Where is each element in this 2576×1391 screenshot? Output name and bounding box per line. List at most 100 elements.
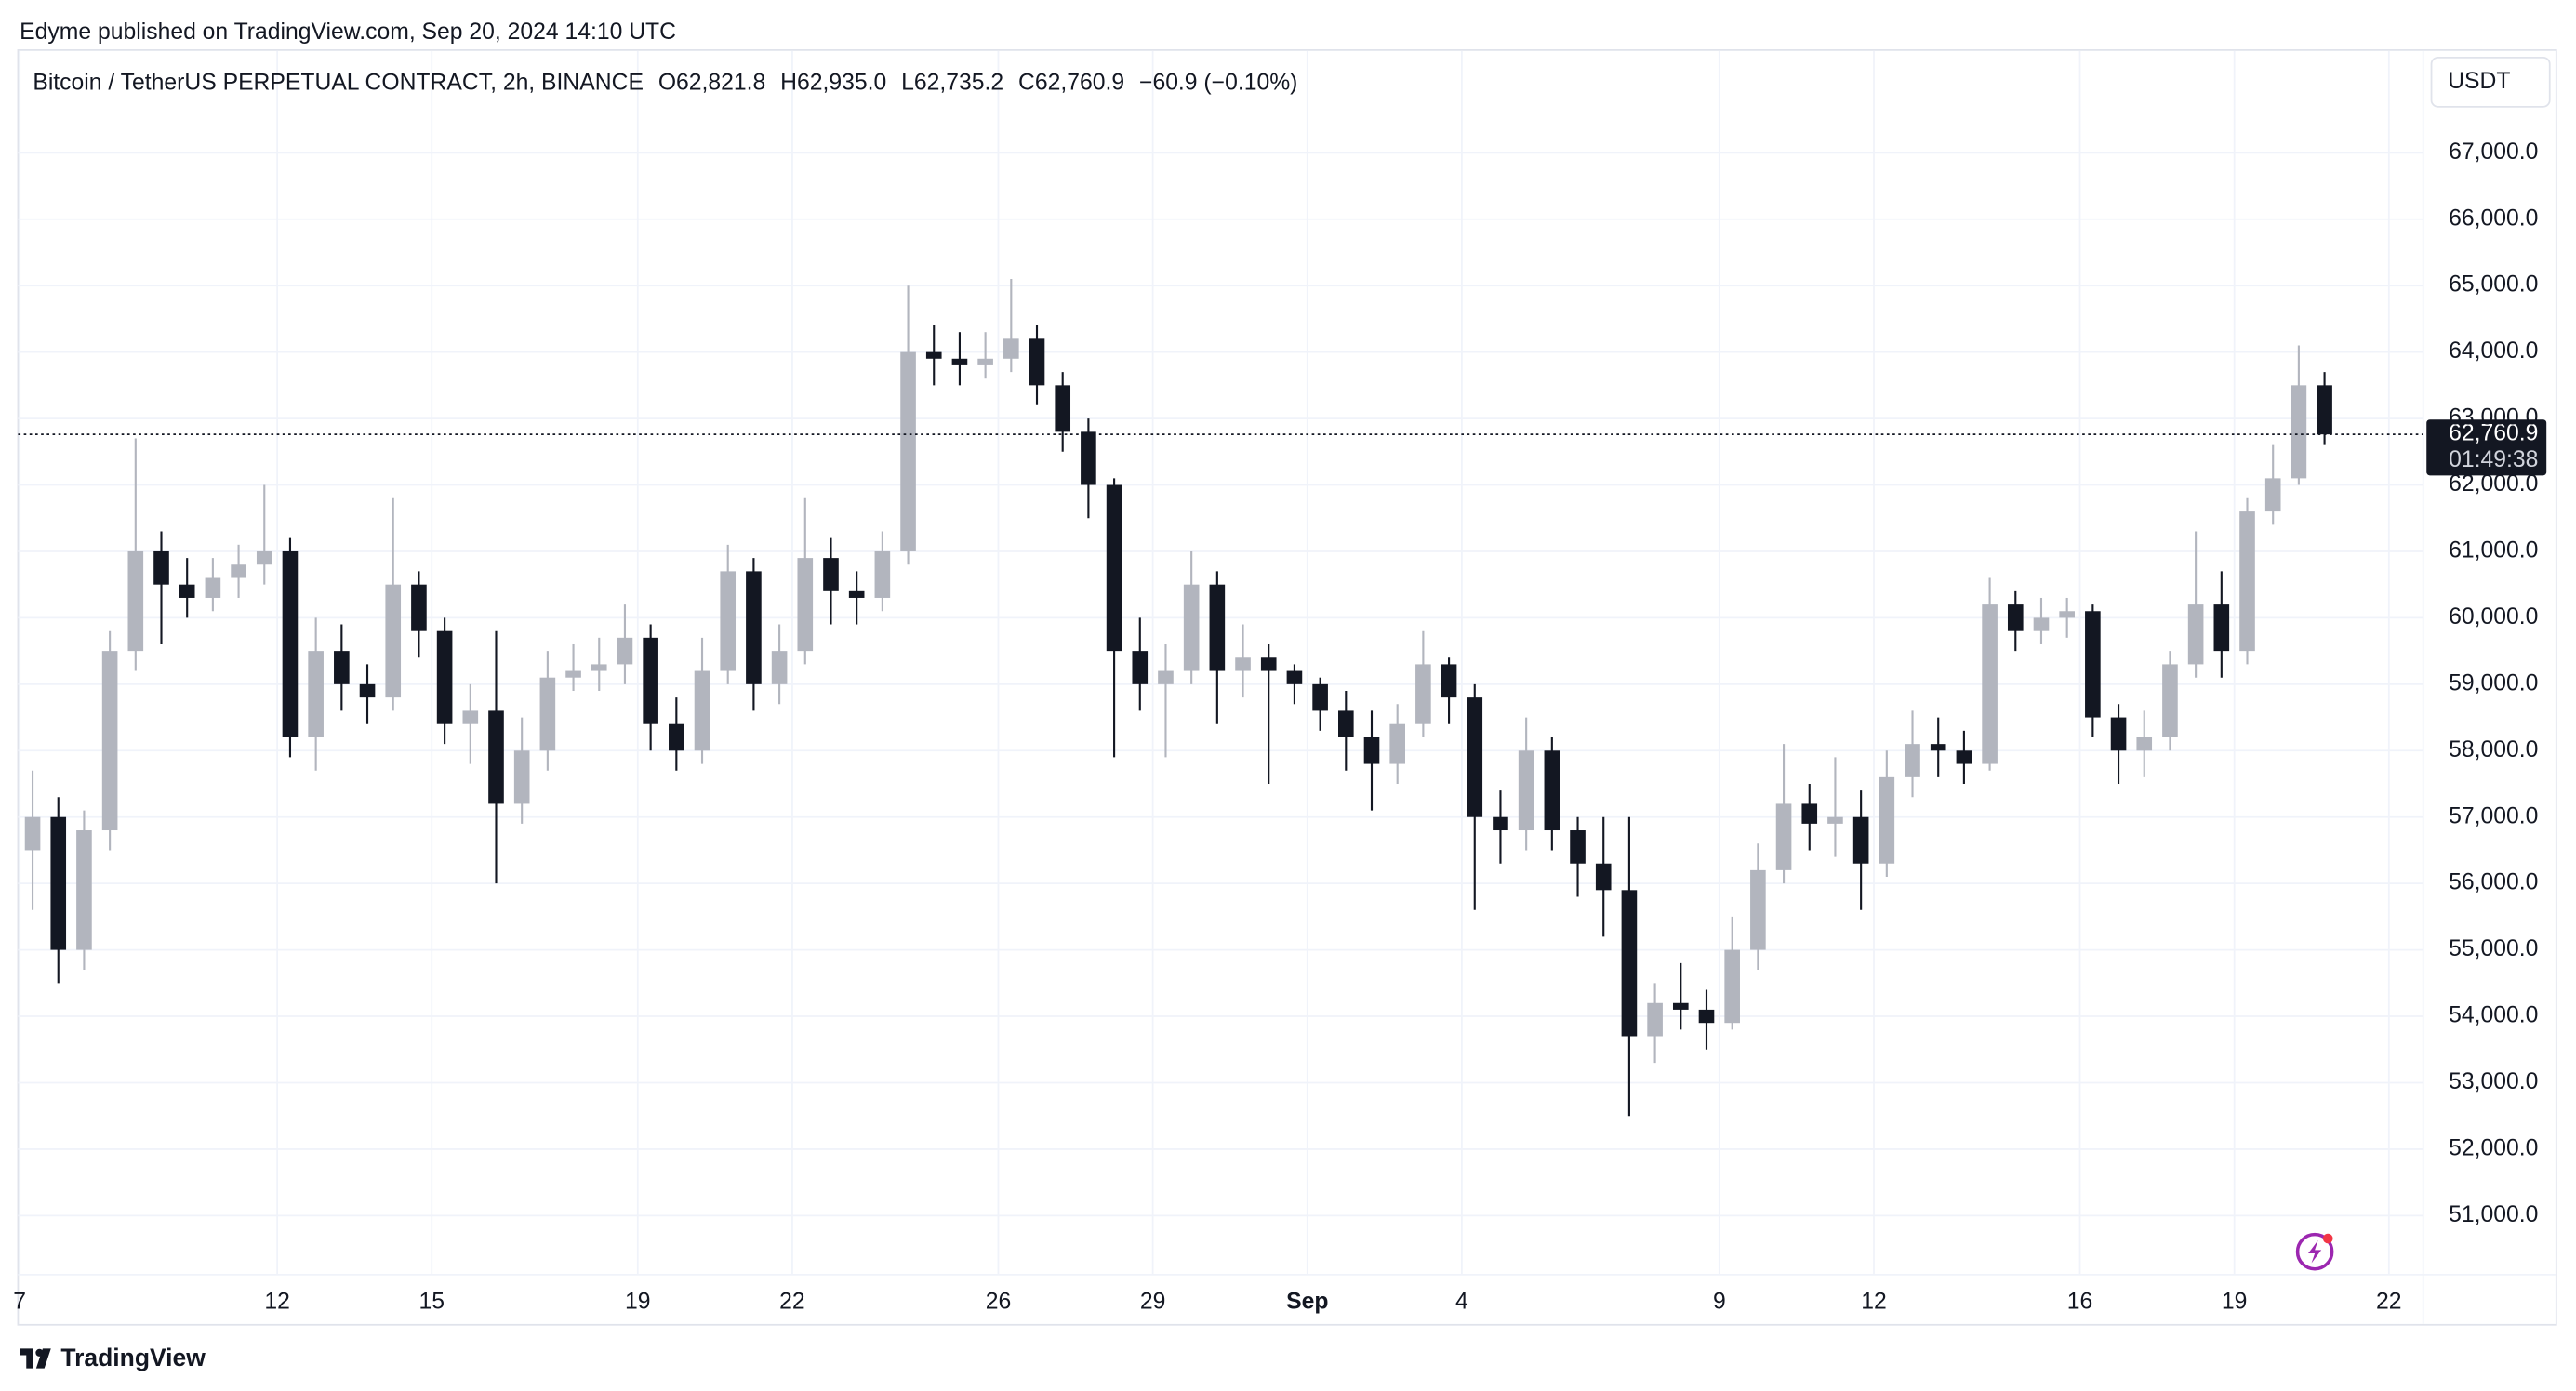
candle-body xyxy=(50,816,67,950)
icon-ring[interactable] xyxy=(2295,1232,2334,1271)
candle-body xyxy=(617,637,633,665)
candle-body xyxy=(308,651,324,737)
candle-body xyxy=(1132,651,1149,684)
candle-body xyxy=(977,358,993,365)
candle-body xyxy=(359,683,376,698)
currency[interactable]: USDT xyxy=(2448,69,2510,94)
candle-body xyxy=(1672,1002,1689,1010)
candle-body xyxy=(900,351,916,551)
candle-body xyxy=(1441,664,1457,698)
candle-body xyxy=(1930,744,1946,751)
candle-body xyxy=(1235,657,1251,671)
candles xyxy=(24,279,2332,1117)
header-ohlc-value: L62,735.2 xyxy=(901,71,1003,96)
y-tick-label: 65,000.0 xyxy=(2449,272,2538,298)
candle-body xyxy=(127,550,144,652)
candle-body xyxy=(2291,385,2307,479)
candle-body xyxy=(153,550,169,585)
y-tick-label: 61,000.0 xyxy=(2449,537,2538,563)
candle-body xyxy=(1827,816,1843,824)
candle-body xyxy=(411,584,427,631)
y-tick-label: 56,000.0 xyxy=(2449,870,2538,895)
candle-body xyxy=(823,558,839,591)
candle-body xyxy=(1055,385,1071,432)
candle-body xyxy=(231,564,246,578)
y-tick-label: 51,000.0 xyxy=(2449,1202,2538,1227)
candle-body xyxy=(1029,338,1045,386)
brand-mark xyxy=(20,1348,51,1369)
candle-body xyxy=(1570,830,1586,864)
y-tick-label: 54,000.0 xyxy=(2449,1003,2538,1028)
candle-body xyxy=(1852,816,1869,864)
candle-body xyxy=(1518,750,1534,831)
chart-frame xyxy=(17,48,2557,1326)
x-tick-label: 7 xyxy=(13,1289,26,1314)
candle-body xyxy=(2110,717,2127,751)
candle-body xyxy=(1544,750,1560,831)
y-tick-label: 64,000.0 xyxy=(2449,338,2538,364)
candle-body xyxy=(694,670,710,751)
y-tick-label: 57,000.0 xyxy=(2449,803,2538,828)
candle-body xyxy=(1286,670,1303,684)
x-tick-label: 15 xyxy=(419,1289,445,1314)
candle-body xyxy=(2213,604,2230,652)
candle-body xyxy=(2264,478,2281,512)
candle-body xyxy=(874,550,891,598)
candle-body xyxy=(720,571,737,671)
candle-body xyxy=(462,710,479,724)
candle-body xyxy=(1003,338,1019,359)
candle-body xyxy=(1905,744,1920,777)
candle-body xyxy=(2239,511,2255,652)
candle-body xyxy=(1363,736,1380,764)
candle-body xyxy=(2007,604,2024,631)
x-tick-label: 22 xyxy=(779,1289,804,1314)
candle-body xyxy=(539,677,556,751)
x-tick-label: Sep xyxy=(1286,1289,1328,1314)
y-tick-label: 66,000.0 xyxy=(2449,205,2538,231)
y-tick-label: 60,000.0 xyxy=(2449,604,2538,629)
candle-body xyxy=(24,816,41,851)
grid xyxy=(18,50,2423,1275)
candle-body xyxy=(101,651,118,831)
candle-body xyxy=(1982,604,1998,764)
overlay: 62,760.901:49:38 xyxy=(18,419,2547,476)
candle-body xyxy=(256,550,272,565)
candle-body xyxy=(2033,617,2050,631)
candle-body xyxy=(591,664,607,671)
candle-body xyxy=(1879,776,1895,864)
candle-body xyxy=(1312,683,1328,711)
y-tick-label: 63,000.0 xyxy=(2449,405,2538,431)
candle-body xyxy=(1415,664,1431,724)
y-tick-label: 52,000.0 xyxy=(2449,1135,2538,1160)
candle-body xyxy=(488,710,504,804)
y-tick-label: 53,000.0 xyxy=(2449,1069,2538,1094)
icon-bolt[interactable] xyxy=(2308,1239,2322,1264)
candle-body xyxy=(1647,1002,1663,1037)
candle-body xyxy=(1183,584,1200,671)
lightning-icon[interactable] xyxy=(2295,1232,2334,1271)
candle-body xyxy=(1081,431,1096,485)
brand-dot xyxy=(35,1348,44,1357)
candle-body xyxy=(1338,710,1354,737)
candle-body xyxy=(797,558,814,652)
x-tick-label: 29 xyxy=(1140,1289,1165,1314)
candle-body xyxy=(2317,385,2332,435)
x-tick-label: 4 xyxy=(1455,1289,1468,1314)
candle-body xyxy=(1467,697,1483,817)
currency-box[interactable] xyxy=(2430,56,2551,108)
x-tick-label: 26 xyxy=(986,1289,1011,1314)
candle-body xyxy=(385,584,402,698)
x-tick-label: 22 xyxy=(2376,1289,2401,1314)
candle-body xyxy=(2136,736,2153,751)
candle-body xyxy=(643,637,658,724)
y-tick-label: 67,000.0 xyxy=(2449,139,2538,165)
candle-body xyxy=(2187,604,2204,665)
candle-body xyxy=(1956,750,1972,764)
candle-body xyxy=(1209,584,1226,671)
icon-dot[interactable] xyxy=(2322,1233,2333,1244)
candle-body xyxy=(1775,803,1792,870)
x-tick-label: 9 xyxy=(1713,1289,1726,1314)
candle-body xyxy=(1260,657,1277,671)
candle-body xyxy=(1493,816,1508,831)
